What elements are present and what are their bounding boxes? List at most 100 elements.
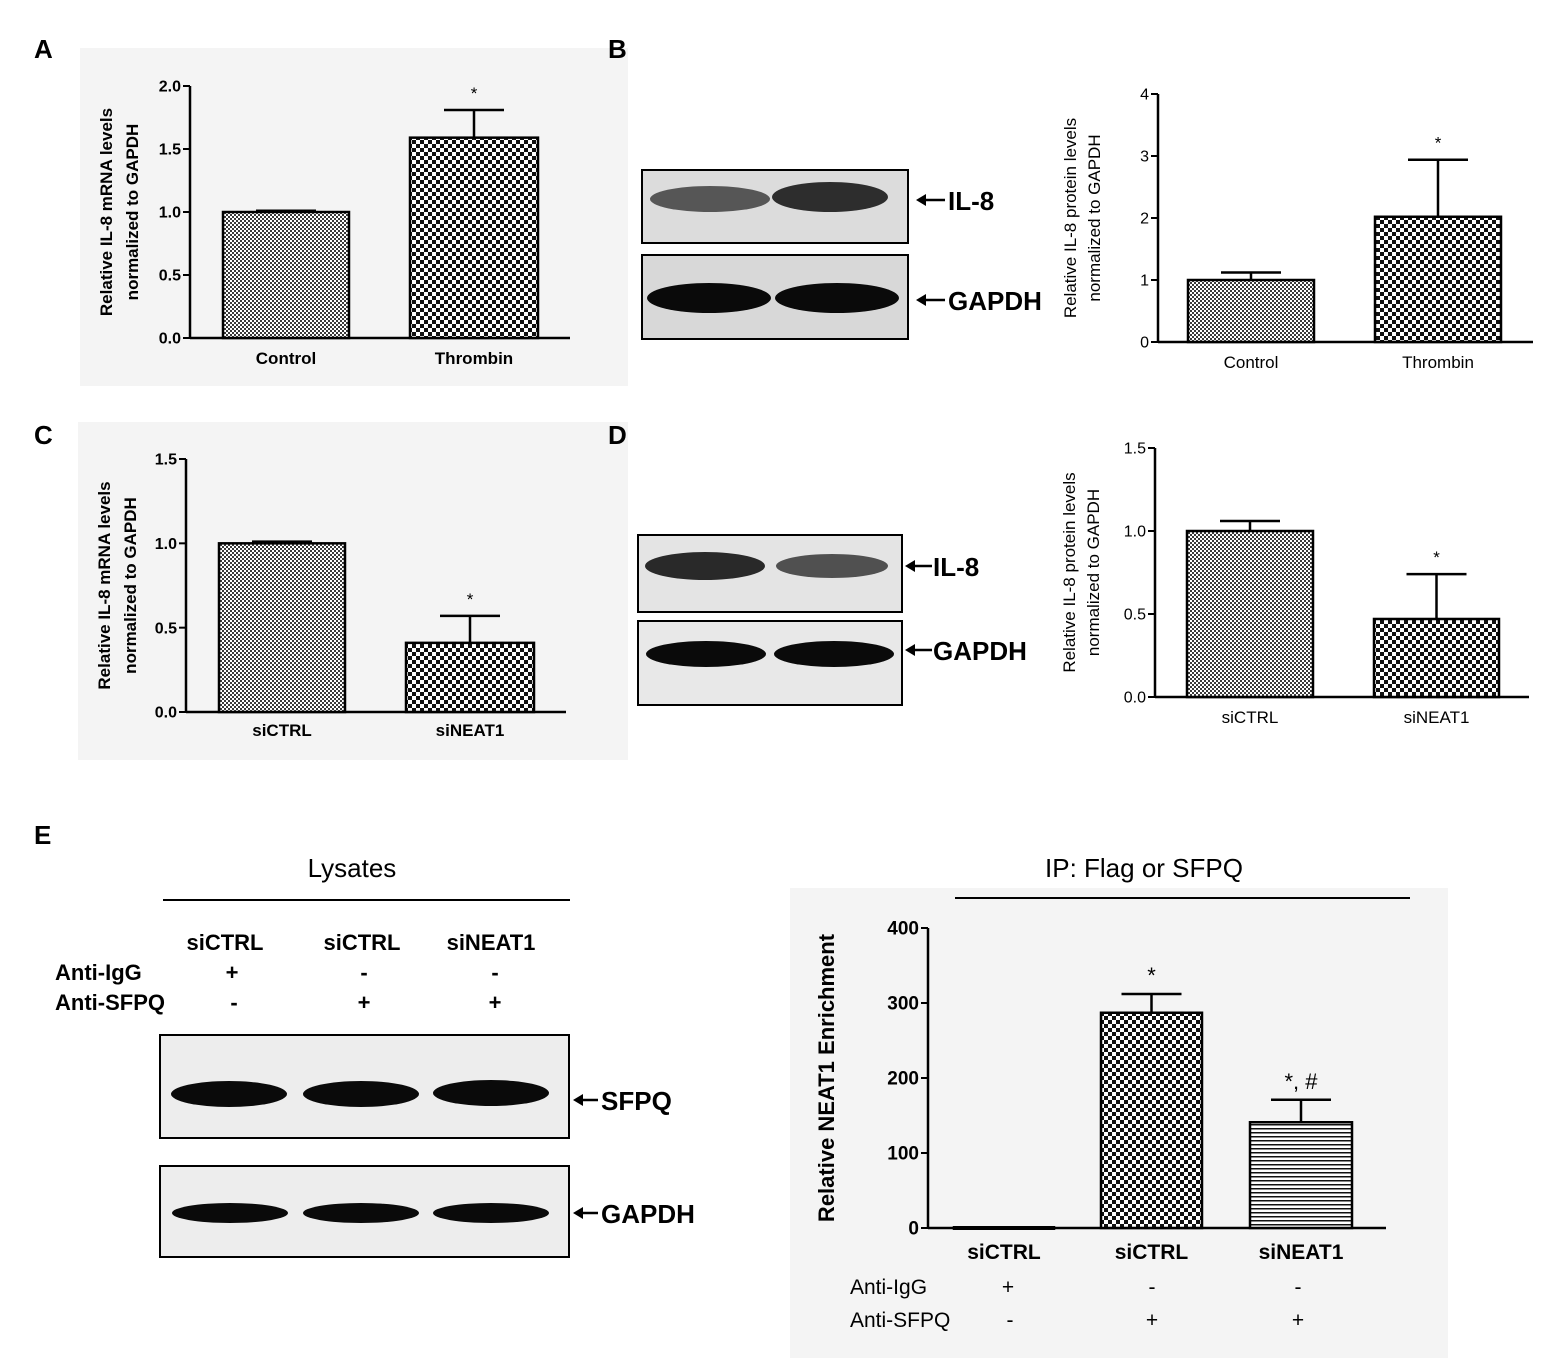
bar bbox=[1099, 1011, 1204, 1230]
y-tick-label: 0.0 bbox=[155, 705, 177, 722]
y-tick-label: 1 bbox=[1140, 273, 1149, 290]
y-tick-label: 2 bbox=[1140, 211, 1149, 228]
blot-band bbox=[776, 554, 888, 578]
chart-e-condition-value: + bbox=[1292, 1309, 1304, 1332]
bar bbox=[1372, 617, 1501, 699]
y-axis-label: Relative IL-8 mRNA levels bbox=[95, 481, 114, 689]
blot-e-row-value: - bbox=[360, 960, 367, 985]
y-tick-label: 1.5 bbox=[155, 452, 177, 469]
western-blot-e: Lysates siCTRL siCTRL siNEAT1 Anti-IgG +… bbox=[55, 853, 695, 1258]
panel-letter-e: E bbox=[34, 820, 51, 850]
blot-band bbox=[775, 283, 899, 313]
significance-marker: *, # bbox=[1284, 1069, 1318, 1094]
chart-e-condition-label: Anti-SFPQ bbox=[850, 1309, 950, 1332]
blot-band bbox=[433, 1203, 549, 1223]
chart-e-condition-label: Anti-IgG bbox=[850, 1276, 927, 1299]
bar bbox=[1373, 215, 1503, 344]
blot-d-band-label-il8: IL-8 bbox=[933, 552, 979, 582]
y-axis-label: Relative IL-8 mRNA levels bbox=[97, 108, 116, 316]
blot-band bbox=[650, 186, 770, 212]
blot-e-row-label: Anti-IgG bbox=[55, 960, 142, 985]
y-tick-label: 0.5 bbox=[159, 268, 181, 285]
y-tick-label: 1.0 bbox=[159, 205, 181, 222]
significance-marker: * bbox=[1433, 548, 1440, 567]
bar bbox=[1185, 529, 1315, 699]
blot-e-row-value: - bbox=[230, 990, 237, 1015]
blot-e-column-label: siCTRL bbox=[324, 930, 401, 955]
y-axis-label: normalized to GAPDH bbox=[121, 497, 140, 674]
y-tick-label: 1.5 bbox=[159, 142, 181, 159]
panel-letter-d: D bbox=[608, 420, 627, 450]
blot-band bbox=[433, 1080, 549, 1106]
x-category-label: siCTRL bbox=[967, 1241, 1041, 1264]
blot-e-row-value: - bbox=[491, 960, 498, 985]
y-tick-label: 0 bbox=[908, 1219, 919, 1240]
blot-band bbox=[772, 182, 888, 212]
western-blot-d: IL-8 GAPDH bbox=[637, 534, 1027, 706]
significance-marker: * bbox=[471, 84, 478, 103]
blot-e-band-label-gapdh: GAPDH bbox=[601, 1199, 695, 1229]
arrow-left-icon bbox=[905, 644, 932, 656]
bar bbox=[221, 210, 351, 340]
significance-marker: * bbox=[1147, 963, 1156, 988]
x-category-label: siNEAT1 bbox=[436, 721, 505, 740]
bar bbox=[404, 641, 536, 714]
bar bbox=[1186, 278, 1316, 344]
y-tick-label: 1.0 bbox=[155, 536, 177, 553]
arrow-left-icon bbox=[916, 294, 945, 306]
blot-d-band-label-gapdh: GAPDH bbox=[933, 636, 1027, 666]
x-category-label: siCTRL bbox=[1222, 708, 1279, 727]
blot-band bbox=[303, 1081, 419, 1107]
y-axis-label: normalized to GAPDH bbox=[123, 124, 142, 301]
y-axis-label: Relative NEAT1 Enrichment bbox=[814, 933, 839, 1222]
blot-band bbox=[646, 641, 766, 667]
blot-band bbox=[171, 1081, 287, 1107]
blot-b-band-label-gapdh: GAPDH bbox=[948, 286, 1042, 316]
blot-e-band-label-sfpq: SFPQ bbox=[601, 1086, 672, 1116]
blot-e-row-value: + bbox=[226, 960, 239, 985]
y-tick-label: 2.0 bbox=[159, 79, 181, 96]
blot-e-row-value: + bbox=[358, 990, 371, 1015]
y-axis-label: Relative IL-8 protein levels bbox=[1060, 472, 1079, 672]
blot-e-row-value: + bbox=[489, 990, 502, 1015]
bar-chart-d: 0.0 0.5 1.0 1.5 Relative IL-8 protein levels… bbox=[1060, 441, 1529, 727]
bar-chart-a: 0.0 0.5 1.0 1.5 2.0 Relative IL-8 mRNA levels… bbox=[97, 79, 570, 368]
chart-e-condition-value: - bbox=[1295, 1276, 1302, 1299]
y-tick-label: 200 bbox=[887, 1069, 919, 1090]
x-category-label: Thrombin bbox=[435, 349, 513, 368]
blot-band bbox=[774, 641, 894, 667]
x-category-label: siCTRL bbox=[252, 721, 312, 740]
panel-letter-b: B bbox=[608, 34, 627, 64]
chart-e-condition-value: + bbox=[1002, 1276, 1014, 1299]
blot-e-row-label: Anti-SFPQ bbox=[55, 990, 165, 1015]
arrow-left-icon bbox=[905, 560, 932, 572]
panel-letter-a: A bbox=[34, 34, 53, 64]
blot-band bbox=[647, 283, 771, 313]
y-tick-label: 100 bbox=[887, 1144, 919, 1165]
bar bbox=[1248, 1121, 1354, 1230]
chart-e-condition-value: - bbox=[1149, 1276, 1156, 1299]
y-tick-label: 0.0 bbox=[1124, 690, 1146, 707]
bar-chart-b: 0 1 2 3 4 Relative IL-8 protein levels normali… bbox=[1061, 87, 1533, 372]
significance-marker: * bbox=[1435, 134, 1442, 153]
arrow-left-icon bbox=[573, 1207, 598, 1219]
x-category-label: siCTRL bbox=[1115, 1241, 1189, 1264]
chart-e-condition-value: - bbox=[1007, 1309, 1014, 1332]
blot-b-band-label-il8: IL-8 bbox=[948, 186, 994, 216]
y-tick-label: 0.0 bbox=[159, 331, 181, 348]
blot-band bbox=[303, 1203, 419, 1223]
bar-chart-e: 0 100 200 300 400 Relative NEAT1 Enrichment si… bbox=[814, 919, 1386, 1264]
y-tick-label: 0 bbox=[1140, 335, 1149, 352]
y-tick-label: 1.0 bbox=[1124, 524, 1146, 541]
bar bbox=[217, 542, 347, 714]
bar bbox=[952, 1226, 1056, 1230]
y-axis-label: Relative IL-8 protein levels bbox=[1061, 118, 1080, 318]
bar-chart-c: 0.0 0.5 1.0 1.5 Relative IL-8 mRNA levels nor… bbox=[95, 452, 566, 740]
x-category-label: Control bbox=[1224, 353, 1279, 372]
chart-e-condition-value: + bbox=[1146, 1309, 1158, 1332]
x-category-label: siNEAT1 bbox=[1259, 1241, 1344, 1264]
y-tick-label: 0.5 bbox=[1124, 607, 1146, 624]
blot-e-header: Lysates bbox=[308, 853, 397, 883]
panel-letter-c: C bbox=[34, 420, 53, 450]
